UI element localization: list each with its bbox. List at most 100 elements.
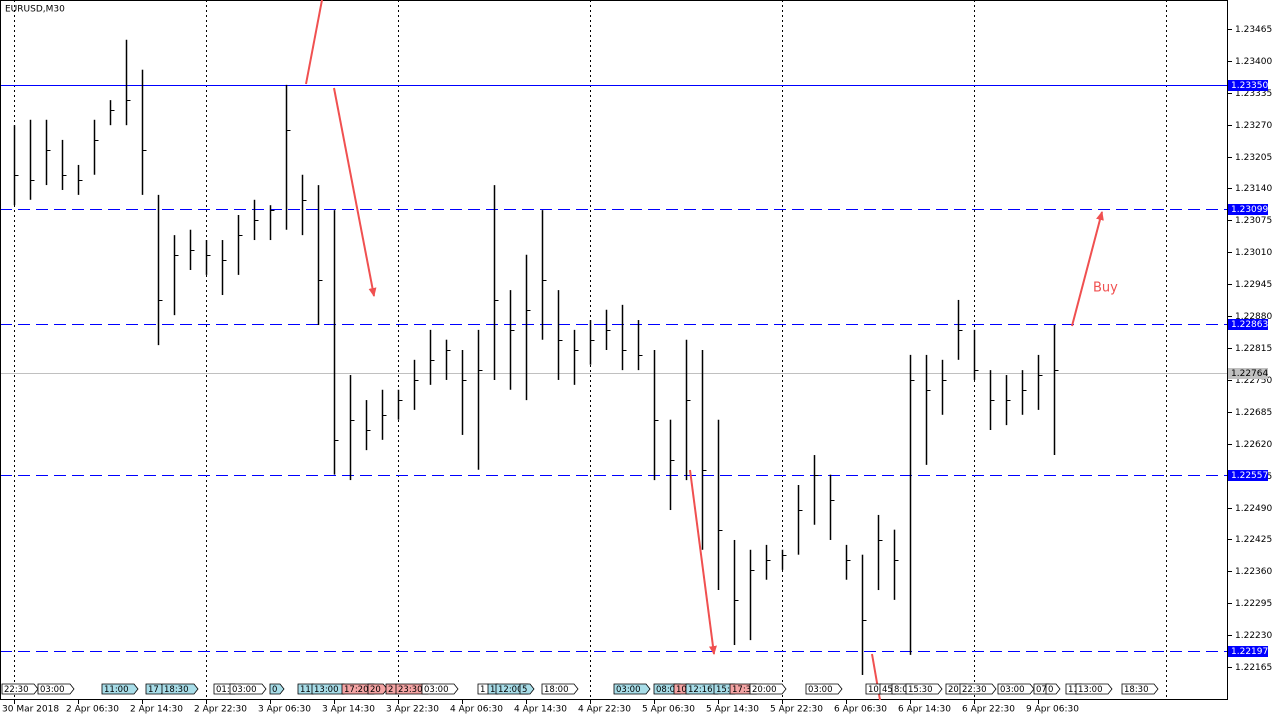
x-tick-label: 2 Apr 14:30 [130,705,183,715]
event-label: 11:00 [104,685,129,695]
arrow [305,0,323,85]
level-label: 1.22197 [1231,647,1268,657]
y-tick-label: 1.23270 [1235,121,1272,131]
level-label-box [1228,368,1268,379]
event-label: 12:16 [688,685,713,695]
y-tick-label: 1.22425 [1235,535,1272,545]
x-tick-label: 6 Apr 06:30 [834,705,887,715]
event-label: 03:00 [616,685,641,695]
event-label: 17:3 [732,685,751,695]
level-label: 1.22863 [1231,320,1268,330]
arrow [1071,211,1104,327]
event-label: 45 [882,685,893,695]
event-marker [269,683,285,695]
event-marker [997,683,1035,695]
annotation: Buy [1093,281,1118,296]
event-label: 10 [676,685,687,695]
event-label: 22:30 [962,685,987,695]
event-marker [421,683,459,695]
event-label: 1 [490,685,495,695]
x-tick-label: 3 Apr 22:30 [386,705,439,715]
event-label: 20:00 [752,685,777,695]
plot-frame [0,0,1228,700]
event-label: 08:0 [656,685,675,695]
event-label: 20 [370,685,381,695]
event-label: 03:00 [808,685,833,695]
event-label: 11 [1068,685,1079,695]
x-tick-label: 6 Apr 14:30 [898,705,951,715]
event-marker [613,683,651,695]
y-tick-label: 1.23400 [1235,57,1272,67]
level-label-box [1228,319,1268,330]
event-label: 20: [948,685,962,695]
event-marker [367,683,388,695]
arrows [305,0,1104,701]
x-tick-label: 3 Apr 06:30 [258,705,311,715]
event-label: 13:00 [1078,685,1103,695]
event-label: 18:30 [1124,685,1149,695]
event-marker [805,683,843,695]
event-label: 03:00 [424,685,449,695]
event-label: 15: [716,685,730,695]
event-label: 18:30 [164,685,189,695]
event-label: 1 [480,685,485,695]
event-label: 22:30 [4,685,29,695]
y-tick-label: 1.22295 [1235,599,1272,609]
event-marker [519,683,535,695]
event-label: 18:00 [544,685,569,695]
event-marker [37,683,75,695]
y-tick-label: 1.23465 [1235,25,1272,35]
y-tick-label: 1.23140 [1235,184,1272,194]
x-tick-label: 9 Apr 06:30 [1026,705,1079,715]
event-label: 23:30 [398,685,423,695]
y-tick-label: 1.22230 [1235,631,1272,641]
event-label: 01: [216,685,230,695]
event-marker [1045,683,1061,695]
level-label: 1.22557 [1231,471,1268,481]
y-tick-label: 1.23010 [1235,248,1272,258]
x-tick-label: 6 Apr 22:30 [962,705,1015,715]
level-label-box [1228,204,1268,215]
arrow [333,87,377,297]
level-label: 1.22764 [1231,369,1268,379]
x-tick-label: 5 Apr 06:30 [642,705,695,715]
event-marker [959,683,997,695]
y-tick-label: 1.22165 [1235,663,1272,673]
event-marker [749,683,787,695]
event-marker [905,683,943,695]
level-label-box [1228,80,1268,91]
event-label: 5 [522,685,527,695]
event-marker [541,683,579,695]
x-tick-label: 4 Apr 06:30 [450,705,503,715]
event-label: 11 [300,685,311,695]
level-label-box [1228,646,1268,657]
event-marker [1,683,39,695]
event-label: 13:00 [314,685,339,695]
event-label: 12:00 [498,685,523,695]
y-tick-label: 1.22360 [1235,567,1272,577]
event-label: 17:20 [344,685,369,695]
level-label: 1.23099 [1231,205,1268,215]
level-label: 1.23350 [1231,81,1268,91]
level-label-box [1228,470,1268,481]
event-label: 17 [148,685,159,695]
event-marker [229,683,267,695]
arrow [689,469,717,655]
event-label: 03:00 [232,685,257,695]
y-tick-label: 1.22815 [1235,344,1272,354]
x-tick-label: 5 Apr 14:30 [706,705,759,715]
y-tick-label: 1.23205 [1235,153,1272,163]
y-tick-label: 1.22490 [1235,504,1272,514]
event-label: 03:00 [40,685,65,695]
y-tick-label: 1.22945 [1235,280,1272,290]
x-tick-label: 4 Apr 14:30 [514,705,567,715]
y-tick-label: 1.22750 [1235,376,1272,386]
x-tick-label: 2 Apr 06:30 [66,705,119,715]
y-tick-label: 1.22685 [1235,408,1272,418]
event-label: 8:0 [894,685,908,695]
event-label: 0 [1048,685,1053,695]
event-marker [161,683,199,695]
